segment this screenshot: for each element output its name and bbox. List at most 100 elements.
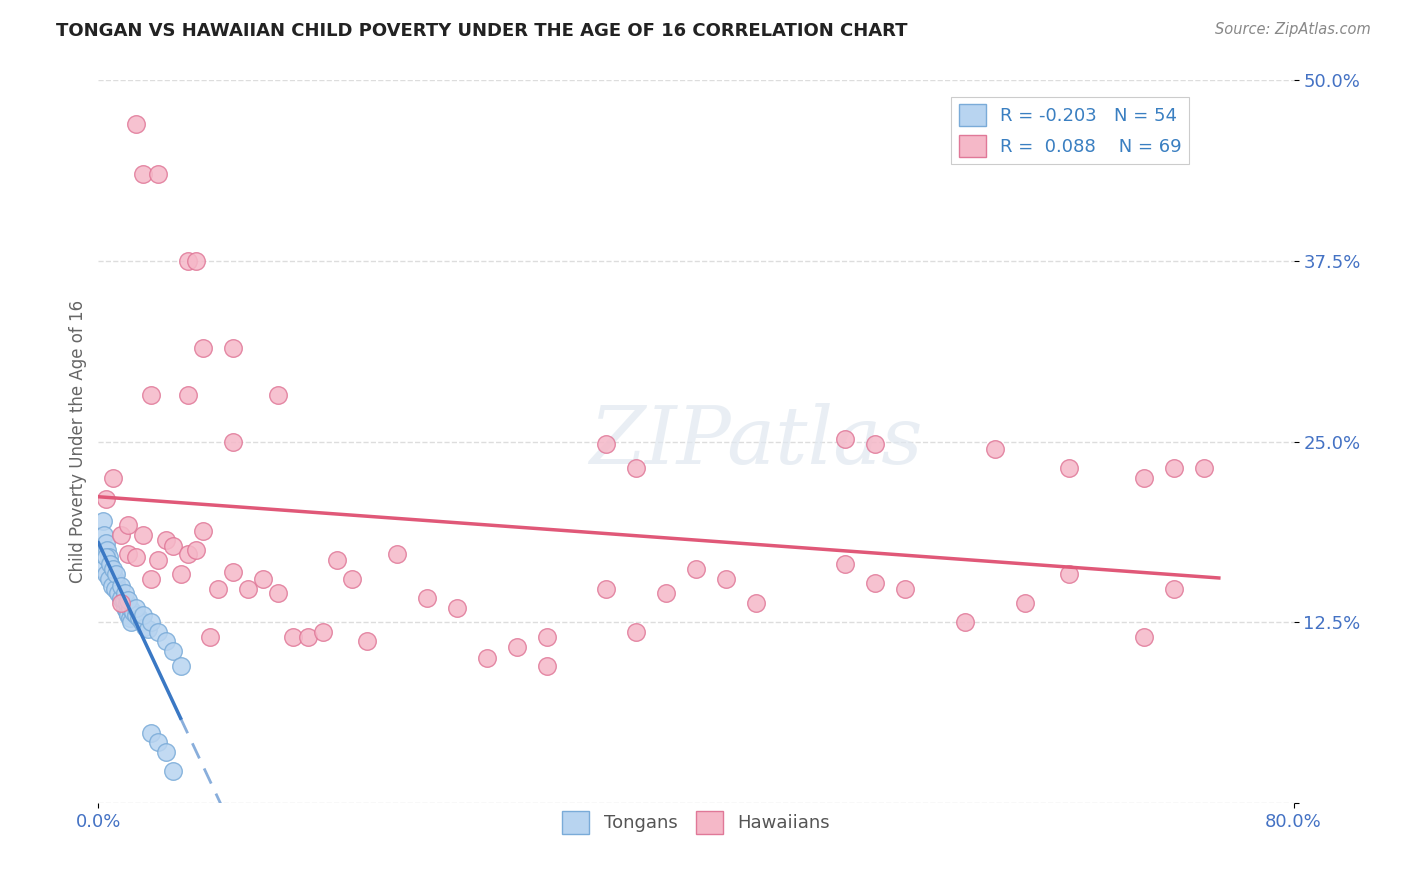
Point xyxy=(685,562,707,576)
Point xyxy=(112,596,135,610)
Point xyxy=(107,582,129,596)
Point xyxy=(953,615,976,630)
Point xyxy=(132,528,155,542)
Point xyxy=(297,630,319,644)
Point xyxy=(177,253,200,268)
Point xyxy=(177,547,200,561)
Point xyxy=(105,567,128,582)
Point xyxy=(207,582,229,596)
Point xyxy=(184,253,207,268)
Point xyxy=(385,547,409,561)
Point xyxy=(595,437,617,451)
Point xyxy=(1059,567,1081,582)
Point xyxy=(98,558,122,572)
Point xyxy=(655,586,678,600)
Point xyxy=(125,607,148,622)
Point xyxy=(1163,460,1185,475)
Point xyxy=(139,726,162,740)
Point xyxy=(155,533,177,547)
Point xyxy=(118,611,141,625)
Point xyxy=(184,542,207,557)
Point xyxy=(148,167,170,181)
Point xyxy=(131,615,153,630)
Point xyxy=(267,388,290,402)
Point xyxy=(103,562,125,576)
Point xyxy=(311,625,333,640)
Point xyxy=(252,572,274,586)
Point xyxy=(326,553,349,567)
Point xyxy=(626,625,648,640)
Point xyxy=(162,644,184,658)
Point xyxy=(865,437,887,451)
Point xyxy=(94,567,117,582)
Point xyxy=(169,567,191,582)
Point xyxy=(139,572,162,586)
Text: Source: ZipAtlas.com: Source: ZipAtlas.com xyxy=(1215,22,1371,37)
Text: ZIPatlas: ZIPatlas xyxy=(589,403,922,480)
Point xyxy=(162,764,184,778)
Point xyxy=(148,553,170,567)
Point xyxy=(155,634,177,648)
Point xyxy=(132,167,155,181)
Point xyxy=(894,582,917,596)
Point xyxy=(865,576,887,591)
Point xyxy=(103,567,125,582)
Point xyxy=(97,572,120,586)
Point xyxy=(110,591,132,605)
Point xyxy=(120,615,142,630)
Point xyxy=(536,630,558,644)
Point xyxy=(114,600,136,615)
Point xyxy=(834,432,856,446)
Point xyxy=(110,596,132,610)
Point xyxy=(110,528,132,542)
Point xyxy=(125,117,148,131)
Point xyxy=(1192,460,1215,475)
Point xyxy=(110,579,132,593)
Point xyxy=(506,640,529,654)
Point xyxy=(104,582,127,596)
Point xyxy=(125,600,148,615)
Point xyxy=(155,745,177,759)
Point xyxy=(745,596,768,610)
Point xyxy=(139,615,162,630)
Point xyxy=(475,651,498,665)
Point xyxy=(117,593,139,607)
Point xyxy=(94,550,117,565)
Point xyxy=(281,630,304,644)
Point xyxy=(115,596,138,610)
Point xyxy=(714,572,737,586)
Point xyxy=(222,341,245,355)
Point xyxy=(132,607,155,622)
Point xyxy=(342,572,364,586)
Point xyxy=(169,658,191,673)
Point xyxy=(114,586,136,600)
Point xyxy=(177,388,200,402)
Point xyxy=(94,535,117,549)
Point xyxy=(111,593,134,607)
Point xyxy=(162,539,184,553)
Point xyxy=(125,550,148,565)
Point xyxy=(112,593,135,607)
Y-axis label: Child Poverty Under the Age of 16: Child Poverty Under the Age of 16 xyxy=(69,300,87,583)
Point xyxy=(91,514,114,528)
Point xyxy=(91,562,114,576)
Point xyxy=(536,658,558,673)
Point xyxy=(416,591,439,605)
Point xyxy=(105,576,128,591)
Point xyxy=(103,470,125,484)
Point xyxy=(1014,596,1036,610)
Point xyxy=(128,611,150,625)
Point xyxy=(134,619,156,633)
Point xyxy=(97,550,120,565)
Point xyxy=(94,492,117,507)
Point xyxy=(117,547,139,561)
Point xyxy=(984,442,1007,456)
Point xyxy=(148,625,170,640)
Point xyxy=(117,518,139,533)
Point xyxy=(626,460,648,475)
Point xyxy=(200,630,222,644)
Point xyxy=(834,558,856,572)
Point xyxy=(1163,582,1185,596)
Point xyxy=(267,586,290,600)
Point xyxy=(115,605,138,619)
